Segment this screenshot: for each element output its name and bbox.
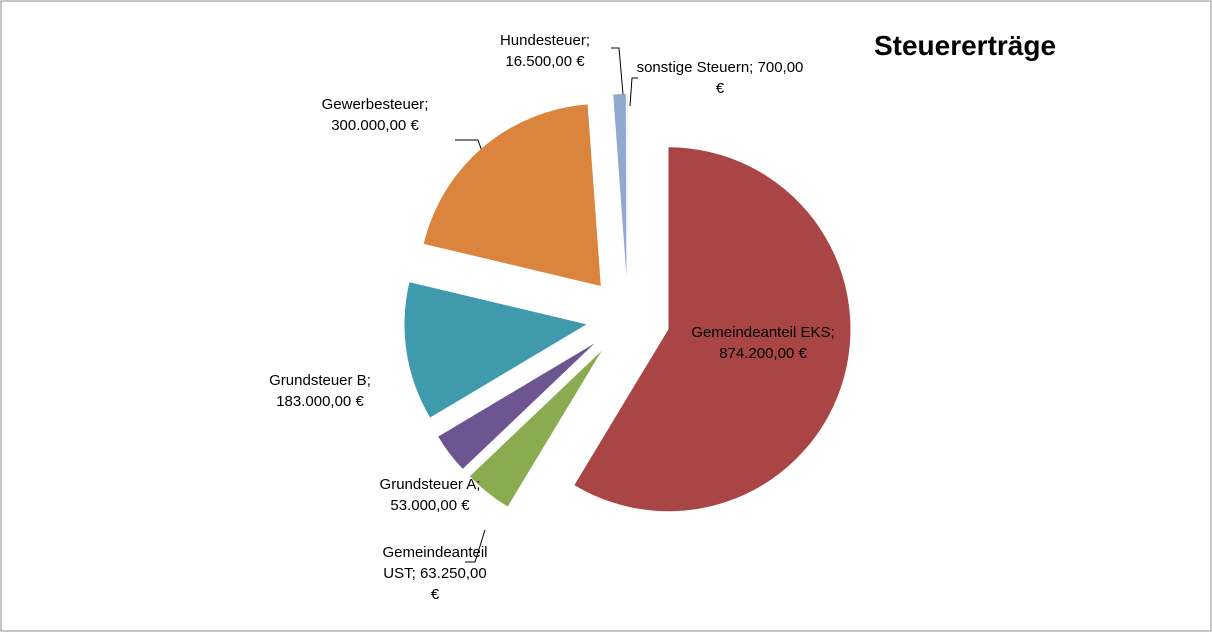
pie-slice <box>613 94 627 277</box>
value-label: 700,00 € <box>715 59 804 97</box>
value-label: 300.000,00 € <box>331 117 419 134</box>
category-name: Gewerbesteuer <box>321 96 425 113</box>
separator: ; <box>366 372 371 389</box>
separator: ; <box>424 96 429 113</box>
pie-slice <box>438 343 595 469</box>
value-label: 16.500,00 € <box>505 53 585 70</box>
pie-slice <box>404 282 587 418</box>
chart-title: Steuererträge <box>873 30 1057 61</box>
leader-line <box>629 77 638 107</box>
category-name: Gemeindeanteil UST <box>382 544 488 582</box>
value-label: 63.250,00 € <box>419 565 487 603</box>
category-name: sonstige Steuern <box>636 59 750 76</box>
leader-lines <box>455 47 638 563</box>
pie-slice <box>627 94 628 277</box>
pie-slice <box>469 350 602 507</box>
category-name: Grundsteuer A <box>379 476 477 493</box>
data-label: Gemeindeanteil EKS; 874.200,00 € <box>688 322 838 364</box>
pie-slice <box>423 104 601 287</box>
value-label: 874.200,00 € <box>719 345 807 362</box>
data-label: Hundesteuer; 16.500,00 € <box>470 30 620 72</box>
data-label: Gemeindeanteil UST; 63.250,00 € <box>380 542 490 605</box>
separator: ; <box>585 32 591 49</box>
separator: ; <box>411 565 416 582</box>
leader-line <box>465 529 486 563</box>
category-name: Grundsteuer B <box>269 372 367 389</box>
separator: ; <box>749 59 754 76</box>
data-label: sonstige Steuern; 700,00 € <box>635 57 805 99</box>
leader-line <box>611 47 625 107</box>
value-label: 183.000,00 € <box>276 393 364 410</box>
data-label: Gewerbesteuer; 300.000,00 € <box>290 94 460 136</box>
value-label: 53.000,00 € <box>390 497 470 514</box>
pie-slice <box>574 147 851 512</box>
data-label: Grundsteuer A; 53.000,00 € <box>360 474 500 516</box>
separator: ; <box>830 324 835 341</box>
category-name: Gemeindeanteil EKS <box>691 324 831 341</box>
separator: ; <box>476 476 481 493</box>
data-label: Grundsteuer B; 183.000,00 € <box>240 370 400 412</box>
category-name: Hundesteuer <box>499 32 586 49</box>
